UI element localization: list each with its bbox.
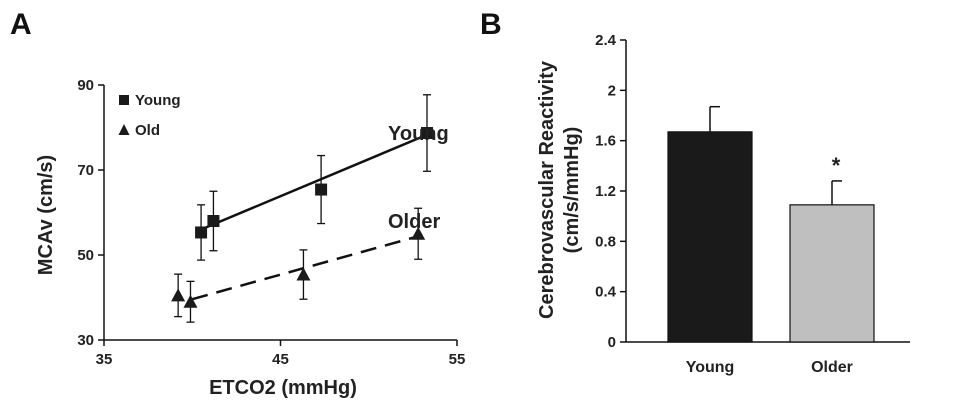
panel-b: B Cerebrovascular Reactivity (cm/s/mmHg)… bbox=[480, 8, 910, 376]
panel-b-y-tick-label: 0 bbox=[608, 334, 616, 351]
panel-b-label: B bbox=[480, 8, 502, 41]
panel-a-legend: Young Old bbox=[118, 92, 181, 139]
annotation-young: Young bbox=[388, 123, 449, 145]
point-old bbox=[171, 288, 186, 302]
panel-a-x-tick-label: 35 bbox=[96, 351, 113, 368]
panel-b-y-tick-label: 2.4 bbox=[595, 32, 617, 49]
legend-old-marker bbox=[118, 124, 130, 135]
panel-a-y-tick-label: 30 bbox=[77, 332, 94, 349]
annotation-older: Older bbox=[388, 211, 440, 233]
category-label-young: Young bbox=[686, 359, 735, 376]
bar-young bbox=[667, 131, 753, 343]
panel-b-y-tick-label: 0.8 bbox=[595, 233, 616, 250]
panel-a-y-tick-label: 50 bbox=[77, 247, 94, 264]
point-old bbox=[183, 294, 198, 308]
point-young bbox=[207, 215, 220, 227]
category-label-older: Older bbox=[811, 359, 853, 376]
bar-older bbox=[789, 204, 875, 343]
panel-b-significance: * bbox=[832, 153, 841, 178]
panel-a-axes bbox=[98, 84, 458, 346]
panel-a-label: A bbox=[10, 8, 32, 41]
panel-b-y-tick-label: 1.2 bbox=[595, 183, 616, 200]
fit-line-young bbox=[200, 133, 428, 231]
panel-b-y-axis-title-line2: (cm/s/mmHg) bbox=[561, 127, 583, 254]
panel-a-y-tick-label: 90 bbox=[77, 77, 94, 94]
panel-a-tick-labels: 30 50 70 90 35 45 55 bbox=[77, 77, 465, 368]
panel-a-points bbox=[171, 127, 433, 308]
legend-young-marker bbox=[119, 95, 129, 105]
panel-a-x-tick-label: 55 bbox=[449, 351, 466, 368]
legend-old-label: Old bbox=[135, 122, 160, 139]
panel-b-y-axis-title-line1: Cerebrovascular Reactivity bbox=[536, 60, 558, 319]
panel-b-category-labels: Young Older bbox=[686, 359, 853, 376]
panel-b-y-tick-label: 0.4 bbox=[595, 284, 617, 301]
panel-a-fit-lines bbox=[191, 133, 428, 301]
point-old bbox=[411, 226, 426, 240]
point-young bbox=[420, 127, 433, 140]
panel-a: A 30 50 70 90 35 45 55 ETCO2 (mmHg) MCAv (cm/s… bbox=[10, 8, 465, 399]
panel-a-x-axis-title: ETCO2 (mmHg) bbox=[209, 377, 357, 399]
panel-b-y-tick-label: 2 bbox=[608, 82, 616, 99]
panel-b-tick-labels: 0 0.4 0.8 1.2 1.6 2 2.4 bbox=[595, 32, 617, 351]
panel-a-y-tick-label: 70 bbox=[77, 162, 94, 179]
fit-line-old bbox=[191, 235, 419, 301]
point-young bbox=[315, 183, 328, 196]
panel-b-error-bars bbox=[709, 105, 842, 205]
panel-a-x-tick-label: 45 bbox=[272, 351, 289, 368]
legend-young-label: Young bbox=[135, 92, 181, 109]
panel-b-bars bbox=[667, 131, 875, 343]
significance-marker: * bbox=[832, 153, 841, 178]
panel-b-y-tick-label: 1.6 bbox=[595, 133, 616, 150]
point-young bbox=[195, 226, 208, 239]
panel-a-y-axis-title: MCAv (cm/s) bbox=[35, 155, 57, 275]
point-old bbox=[296, 267, 311, 281]
